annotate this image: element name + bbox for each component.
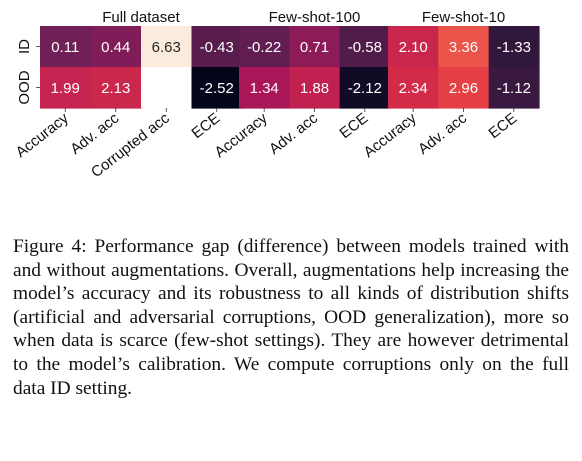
column-label: ECE bbox=[337, 110, 372, 142]
cell-value-label: -0.58 bbox=[348, 39, 382, 56]
heatmap-cell bbox=[488, 26, 540, 68]
column-label: Accuracy bbox=[13, 109, 72, 161]
heatmap-cell bbox=[40, 67, 92, 109]
cell-value-label: 2.13 bbox=[101, 80, 130, 97]
heatmap-cell bbox=[191, 67, 243, 109]
cell-value-label: -1.33 bbox=[497, 39, 531, 56]
figure-caption: Figure 4: Performance gap (difference) b… bbox=[13, 236, 569, 399]
heatmap-cell bbox=[388, 67, 439, 109]
heatmap-cell bbox=[339, 26, 391, 68]
cell-value-label: -0.43 bbox=[200, 39, 234, 56]
heatmap-cell bbox=[289, 67, 341, 109]
cell-value-label: 2.10 bbox=[399, 39, 428, 56]
cell-value-label: -2.12 bbox=[348, 80, 382, 97]
cell-value-label: 3.36 bbox=[449, 39, 478, 56]
cell-value-label: 0.44 bbox=[101, 39, 130, 56]
heatmap-cell bbox=[191, 26, 243, 68]
heatmap-figure: Full dataset 0.11 0.44 6.63 -0.43 1.99 2.13 -2.… bbox=[13, 9, 540, 181]
column-label: Accuracy bbox=[361, 109, 420, 161]
panel-title: Few-shot-100 bbox=[269, 9, 361, 26]
heatmap-cell bbox=[438, 67, 490, 109]
cell-value-label: -2.52 bbox=[200, 80, 234, 97]
column-label: Adv. acc bbox=[415, 109, 470, 157]
cell-value-label: 2.34 bbox=[399, 80, 428, 97]
heatmap-cell bbox=[289, 26, 341, 68]
column-label: Adv. acc bbox=[266, 109, 321, 157]
heatmap-cell bbox=[239, 26, 290, 68]
column-label: Accuracy bbox=[212, 109, 271, 161]
heatmap-cell bbox=[239, 67, 290, 109]
panel-title: Few-shot-10 bbox=[422, 9, 505, 26]
heatmap-cell-empty bbox=[141, 67, 192, 108]
column-label: ECE bbox=[486, 110, 521, 142]
panel-title: Full dataset bbox=[102, 9, 180, 26]
row-label: OOD bbox=[16, 70, 33, 104]
heatmap-cell bbox=[141, 26, 193, 68]
heatmap-cell bbox=[388, 26, 439, 68]
heatmap-cell bbox=[90, 67, 142, 109]
cell-value-label: -0.22 bbox=[247, 39, 281, 56]
heatmap-panels: Full dataset 0.11 0.44 6.63 -0.43 1.99 2.13 -2.… bbox=[13, 9, 540, 181]
column-label: ECE bbox=[188, 110, 223, 142]
cell-value-label: 6.63 bbox=[152, 39, 181, 56]
row-labels: ID OOD bbox=[16, 39, 40, 105]
cell-value-label: 0.71 bbox=[300, 39, 329, 56]
cell-value-label: -1.12 bbox=[497, 80, 531, 97]
heatmap-cell bbox=[438, 26, 490, 68]
heatmap-cell bbox=[90, 26, 142, 68]
row-label: ID bbox=[16, 39, 33, 54]
heatmap-cell bbox=[339, 67, 391, 109]
cell-value-label: 1.99 bbox=[51, 80, 80, 97]
heatmap-cell bbox=[40, 26, 92, 68]
cell-value-label: 1.88 bbox=[300, 80, 329, 97]
cell-value-label: 1.34 bbox=[250, 80, 279, 97]
heatmap-cell bbox=[488, 67, 540, 109]
heatmap-panel: Full dataset 0.11 0.44 6.63 -0.43 1.99 2.13 -2.… bbox=[13, 9, 243, 181]
cell-value-label: 2.96 bbox=[449, 80, 478, 97]
cell-value-label: 0.11 bbox=[51, 39, 79, 56]
